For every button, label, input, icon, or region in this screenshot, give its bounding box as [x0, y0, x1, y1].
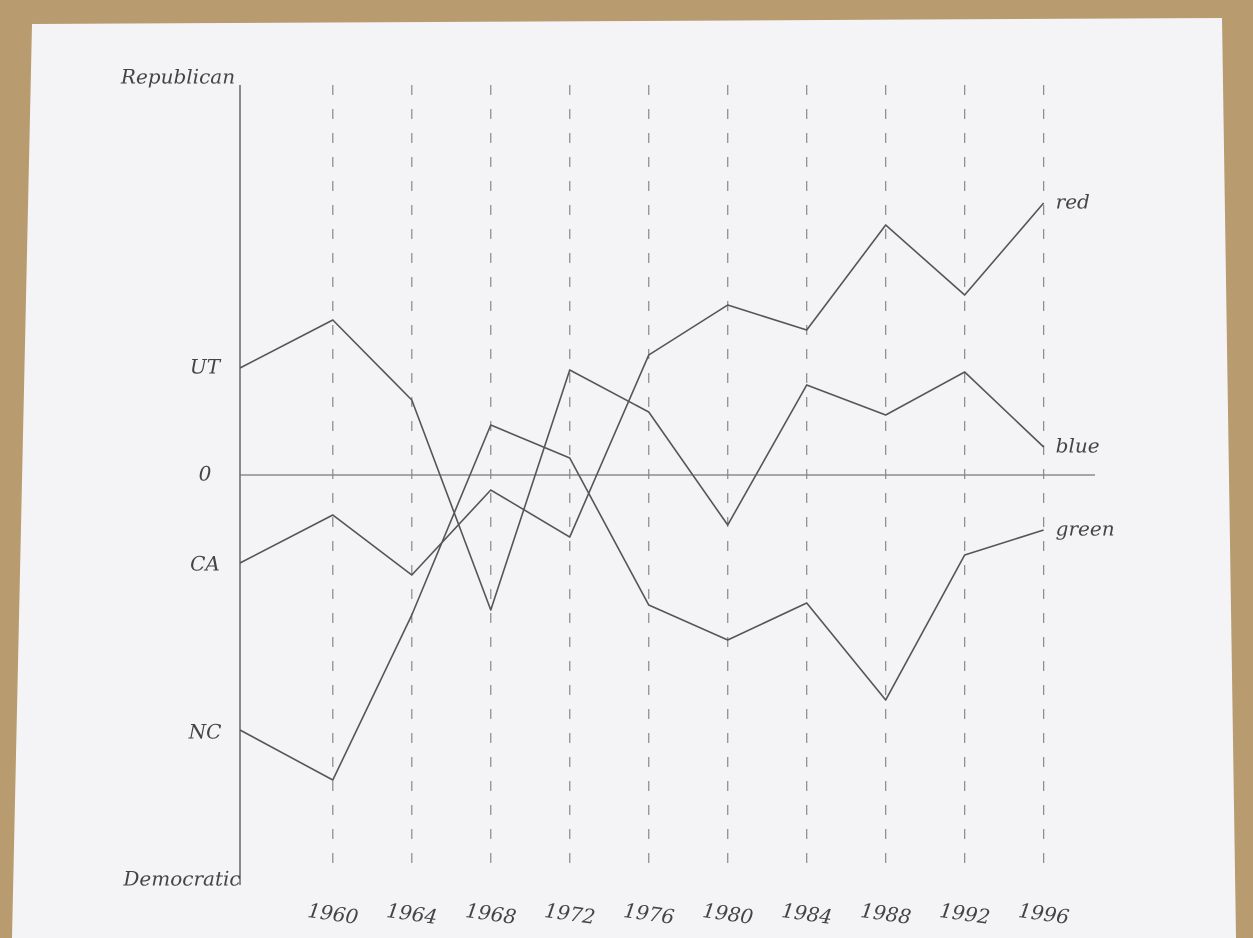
- y-top-label: Republican: [120, 65, 235, 89]
- series-line: [239, 319, 1045, 611]
- y-tick-label: UT: [190, 355, 222, 379]
- y-tick-label: NC: [188, 720, 222, 744]
- series-label: red: [1056, 190, 1090, 214]
- series-label: green: [1056, 517, 1115, 541]
- y-tick-label: 0: [199, 462, 212, 486]
- series-line: [239, 424, 1044, 781]
- series-label: blue: [1056, 434, 1100, 458]
- paper: [12, 18, 1236, 938]
- y-bottom-label: Democratic: [122, 867, 240, 891]
- series-line: [239, 202, 1045, 576]
- y-tick-label: CA: [190, 552, 220, 576]
